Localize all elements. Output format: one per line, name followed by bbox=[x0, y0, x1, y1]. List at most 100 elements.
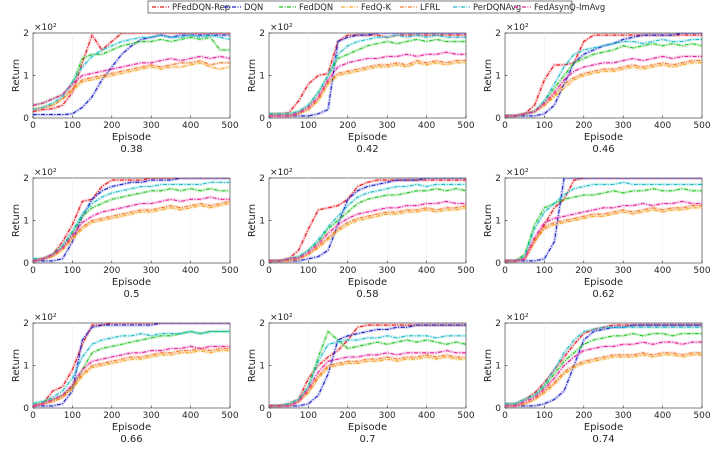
y-axis-label: Return bbox=[247, 204, 258, 237]
series-line-dqn bbox=[269, 324, 466, 407]
x-tick-label: 400 bbox=[182, 121, 199, 131]
y-tick-label: 2 bbox=[23, 319, 29, 329]
x-tick-label: 200 bbox=[103, 121, 120, 131]
y-tick-label: 0 bbox=[495, 114, 501, 124]
x-axis-label: Episode bbox=[348, 422, 387, 433]
panel-caption: 0.46 bbox=[592, 144, 614, 155]
legend-item-dqn: DQN bbox=[224, 2, 263, 12]
y-tick-label: 1 bbox=[495, 72, 501, 82]
x-axis-label: Episode bbox=[112, 132, 151, 143]
y-exponent-label: ×10² bbox=[506, 23, 529, 33]
series-line-feddqn bbox=[505, 188, 702, 262]
series-line-lfrl bbox=[505, 352, 702, 407]
panel-0_42: 0 100 200 300 400 500 0 1 2 ×10² Episode Return 0.42 bbox=[247, 23, 475, 155]
x-tick-label: 300 bbox=[379, 266, 396, 276]
x-tick-label: 200 bbox=[103, 266, 120, 276]
series-group bbox=[505, 33, 702, 118]
y-tick-label: 0 bbox=[495, 259, 501, 269]
series-line-feddqn bbox=[269, 330, 466, 407]
legend-item-pfeddqn-rep: PFedDQN-Rep bbox=[152, 2, 230, 12]
plot-area bbox=[32, 177, 231, 264]
series-group bbox=[33, 33, 230, 117]
x-tick-label: 500 bbox=[693, 121, 710, 131]
x-tick-label: 300 bbox=[615, 121, 632, 131]
series-group bbox=[33, 323, 230, 408]
panel-caption: 0.74 bbox=[592, 434, 614, 445]
x-tick-label: 0 bbox=[30, 411, 36, 421]
series-line-lfrl bbox=[33, 60, 230, 111]
series-group bbox=[269, 178, 466, 263]
legend-item-lfrl: LFRL bbox=[400, 2, 440, 12]
series-line-pfeddqn-rep bbox=[33, 33, 230, 113]
series-line-feddqn bbox=[33, 36, 230, 106]
x-tick-label: 500 bbox=[457, 121, 474, 131]
x-tick-label: 300 bbox=[615, 266, 632, 276]
legend-label-fedq-k: FedQ-K bbox=[361, 2, 392, 12]
x-tick-label: 400 bbox=[418, 121, 435, 131]
series-group bbox=[269, 323, 466, 408]
series-line-perdqnavg bbox=[269, 34, 466, 115]
y-tick-label: 1 bbox=[259, 362, 265, 372]
series-group bbox=[269, 33, 466, 118]
x-tick-label: 200 bbox=[339, 411, 356, 421]
y-tick-label: 0 bbox=[23, 404, 29, 414]
plot-area bbox=[504, 32, 703, 119]
y-axis-label: Return bbox=[247, 349, 258, 382]
legend-label-dqn: DQN bbox=[244, 2, 263, 12]
series-band-dqn bbox=[33, 178, 230, 263]
y-exponent-label: ×10² bbox=[506, 313, 529, 323]
series-line-fedasynq-imavg bbox=[269, 51, 466, 117]
series-line-fedasynq-imavg bbox=[505, 341, 702, 407]
x-axis-label: Episode bbox=[584, 132, 623, 143]
y-axis-label: Return bbox=[11, 349, 22, 382]
x-tick-label: 500 bbox=[693, 266, 710, 276]
x-tick-label: 500 bbox=[457, 266, 474, 276]
series-line-fedasynq-imavg bbox=[505, 200, 702, 262]
y-tick-label: 2 bbox=[23, 174, 29, 184]
x-tick-label: 200 bbox=[103, 411, 120, 421]
y-tick-label: 1 bbox=[259, 72, 265, 82]
legend-item-perdqnavg: PerDQNAvg bbox=[453, 2, 521, 12]
series-line-lfrl bbox=[269, 60, 466, 117]
x-axis-label: Episode bbox=[112, 422, 151, 433]
panel-caption: 0.62 bbox=[592, 289, 614, 300]
y-tick-label: 0 bbox=[259, 404, 265, 414]
series-line-fedasynq-imavg bbox=[269, 200, 466, 262]
x-tick-label: 200 bbox=[575, 266, 592, 276]
x-tick-label: 100 bbox=[536, 266, 553, 276]
y-tick-label: 0 bbox=[495, 404, 501, 414]
x-tick-label: 300 bbox=[379, 121, 396, 131]
x-axis-label: Episode bbox=[112, 277, 151, 288]
y-tick-label: 0 bbox=[23, 114, 29, 124]
x-tick-label: 300 bbox=[143, 266, 160, 276]
series-line-dqn bbox=[269, 33, 466, 117]
x-tick-label: 100 bbox=[300, 121, 317, 131]
y-axis-label: Return bbox=[483, 59, 494, 92]
series-line-dqn bbox=[269, 178, 466, 262]
series-line-dqn bbox=[505, 324, 702, 407]
panel-caption: 0.58 bbox=[356, 289, 378, 300]
series-group bbox=[33, 178, 230, 263]
x-tick-label: 100 bbox=[64, 411, 81, 421]
y-axis-label: Return bbox=[11, 59, 22, 92]
plot-area bbox=[268, 322, 467, 409]
x-tick-label: 400 bbox=[654, 266, 671, 276]
y-axis-label: Return bbox=[483, 204, 494, 237]
series-line-perdqnavg bbox=[269, 183, 466, 262]
y-tick-label: 0 bbox=[259, 259, 265, 269]
series-line-perdqnavg bbox=[269, 335, 466, 407]
panel-0_74: 0 100 200 300 400 500 0 1 2 ×10² Episode Return 0.74 bbox=[483, 313, 711, 445]
panel-caption: 0.42 bbox=[356, 144, 378, 155]
x-axis-label: Episode bbox=[348, 132, 387, 143]
legend-label-perdqnavg: PerDQNAvg bbox=[473, 2, 521, 12]
plot-area bbox=[32, 32, 231, 119]
legend-item-fedq-k: FedQ-K bbox=[341, 2, 392, 12]
x-tick-label: 500 bbox=[693, 411, 710, 421]
x-tick-label: 0 bbox=[502, 121, 508, 131]
x-axis-label: Episode bbox=[584, 422, 623, 433]
plot-area bbox=[504, 177, 703, 264]
legend-label-lfrl: LFRL bbox=[420, 2, 440, 12]
x-tick-label: 0 bbox=[266, 266, 272, 276]
x-tick-label: 0 bbox=[502, 411, 508, 421]
series-line-perdqnavg bbox=[505, 326, 702, 405]
